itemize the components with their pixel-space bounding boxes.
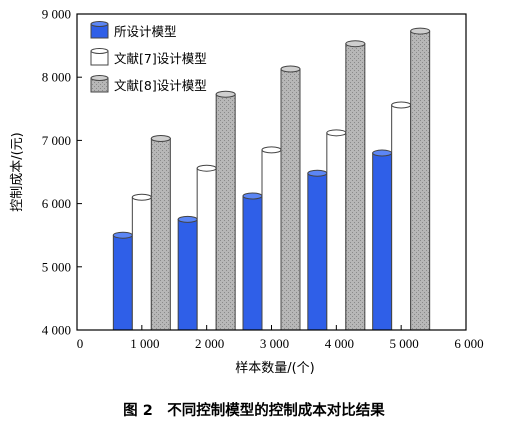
- bar-blue-1: [177, 215, 198, 331]
- bar-blue-4: [372, 149, 393, 331]
- bar-blue-2: [242, 192, 263, 331]
- bar-blue-3: [307, 169, 328, 331]
- y-tick-label: 7 000: [42, 133, 71, 148]
- y-tick-label: 8 000: [42, 70, 71, 85]
- x-tick-label: 1 000: [130, 336, 159, 351]
- legend-label: 所设计模型: [114, 24, 177, 39]
- y-tick-label: 6 000: [42, 196, 71, 211]
- bar-white-3: [326, 129, 347, 331]
- bar-white-0: [131, 193, 152, 331]
- bar-white-1: [196, 164, 217, 331]
- bar-gray-4: [410, 27, 431, 331]
- x-tick-label: 0: [77, 336, 84, 351]
- x-tick-label: 5 000: [390, 336, 419, 351]
- legend-item-gray: 文献[8]设计模型: [90, 75, 207, 93]
- bar-chart: 4 000 5 000 6 000 7 000 8 000 9 000 0 1 000 2 00…: [10, 7, 484, 377]
- bar-gray-2: [280, 65, 301, 331]
- bar-blue-0: [112, 231, 133, 331]
- bar-gray-1: [215, 90, 236, 331]
- bar-white-4: [391, 101, 412, 331]
- y-axis-title: 控制成本/(元): [10, 132, 25, 212]
- legend-label: 文献[8]设计模型: [114, 78, 207, 93]
- x-tick-label: 6 000: [454, 336, 483, 351]
- x-tick-label: 4 000: [325, 336, 354, 351]
- legend-item-white: 文献[7]设计模型: [90, 48, 207, 66]
- bar-gray-0: [150, 135, 171, 331]
- x-tick-label: 2 000: [195, 336, 224, 351]
- y-tick-label: 9 000: [42, 7, 71, 22]
- figure-caption: 图 2 不同控制模型的控制成本对比结果: [123, 403, 385, 419]
- bar-white-2: [261, 146, 282, 331]
- ticks-layer: 4 000 5 000 6 000 7 000 8 000 9 000 0 1 000 2 00…: [42, 7, 484, 352]
- y-tick-label: 4 000: [42, 323, 71, 338]
- legend-item-blue: 所设计模型: [90, 21, 177, 39]
- bar-gray-3: [345, 40, 366, 331]
- bars-layer: [112, 27, 431, 331]
- x-tick-label: 3 000: [260, 336, 289, 351]
- legend-label: 文献[7]设计模型: [114, 51, 207, 66]
- x-axis-title: 样本数量/(个): [235, 361, 315, 376]
- y-tick-label: 5 000: [42, 259, 71, 274]
